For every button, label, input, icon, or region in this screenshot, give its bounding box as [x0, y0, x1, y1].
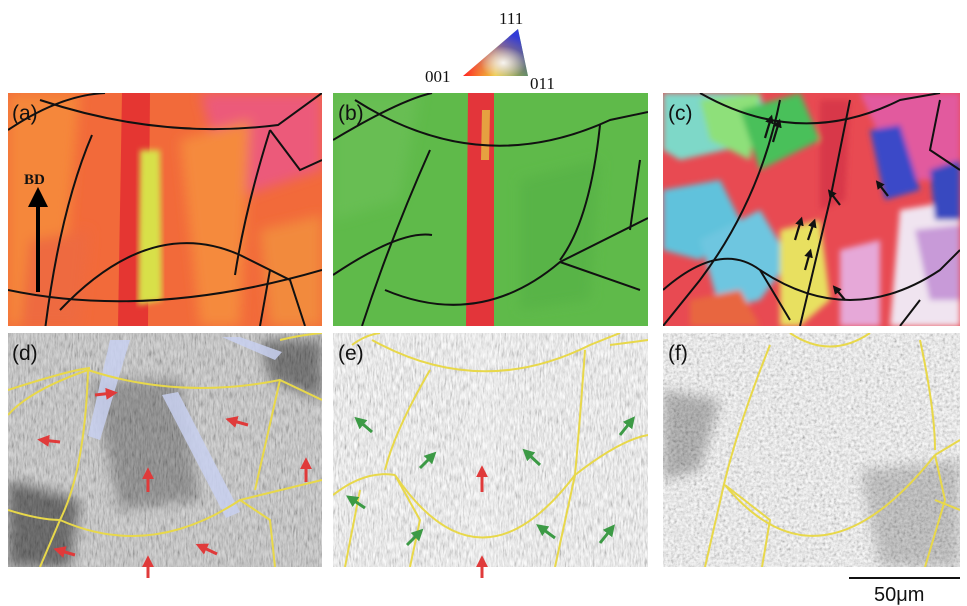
panel-e-arrows — [346, 416, 635, 547]
panel-f-micrograph — [663, 333, 960, 567]
scale-bar-label: 50μm — [874, 584, 924, 606]
panel-d-arrows — [37, 387, 312, 558]
panel-c-arrows — [763, 114, 889, 301]
panel-f-label: (f) — [668, 342, 688, 365]
legend-label-001: 001 — [425, 67, 451, 86]
panel-c-ebsd-map — [663, 93, 960, 326]
panel-a-ebsd-map — [8, 93, 322, 326]
panel-a-label: (a) — [12, 102, 38, 125]
ipf-color-legend: 111 001 011 — [425, 9, 555, 93]
panel-d-micrograph — [8, 333, 322, 567]
panel-b-ebsd-map — [333, 93, 648, 326]
legend-label-011: 011 — [530, 74, 555, 93]
panel-b-label: (b) — [338, 102, 364, 125]
panel-a-yellow-column — [138, 150, 162, 305]
ipf-triangle-white-center — [463, 29, 528, 76]
panel-c-label: (c) — [668, 102, 693, 125]
build-direction-label: BD — [24, 172, 45, 188]
build-direction-indicator: BD — [24, 172, 48, 292]
panel-e-label: (e) — [338, 342, 364, 365]
legend-label-111: 111 — [499, 9, 523, 28]
panel-d-label: (d) — [12, 342, 38, 365]
scale-bar: 50μm — [849, 577, 960, 606]
panel-b-red-column — [466, 93, 494, 326]
panel-e-micrograph — [333, 333, 648, 567]
